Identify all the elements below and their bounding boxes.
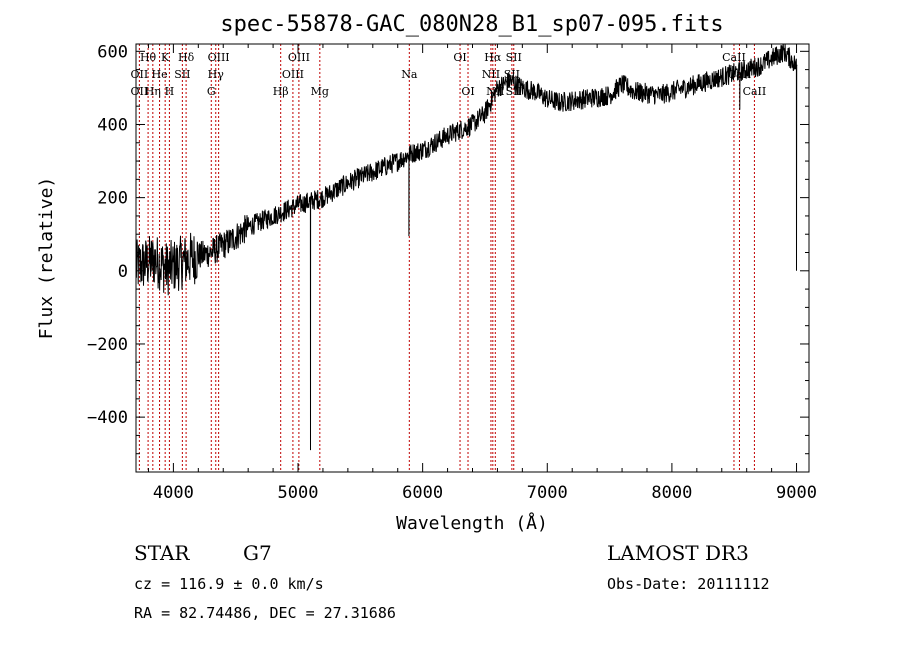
emission-line-label: He xyxy=(152,68,168,81)
emission-line-label: K xyxy=(161,51,170,64)
y-tick-label: −200 xyxy=(87,335,128,355)
x-tick-label: 5000 xyxy=(278,483,319,503)
emission-line-label: Hη xyxy=(145,85,161,98)
emission-line-markers xyxy=(138,44,755,472)
obs-date: Obs-Date: 20111112 xyxy=(607,575,770,593)
coordinates: RA = 82.74486, DEC = 27.31686 xyxy=(134,604,396,622)
emission-line-label: Mg xyxy=(311,85,329,98)
y-tick-label: 400 xyxy=(97,115,128,135)
emission-line-label: NII xyxy=(482,68,500,81)
chart-title: spec-55878-GAC_080N28_B1_sp07-095.fits xyxy=(220,12,723,37)
emission-line-label: OIII xyxy=(288,51,310,64)
x-tick-label: 7000 xyxy=(527,483,568,503)
plot-frame xyxy=(135,43,810,473)
emission-line-label: CaII xyxy=(722,51,746,64)
y-tick-label: 0 xyxy=(118,262,128,282)
emission-line-label: Hδ xyxy=(178,51,195,64)
emission-line-label: Hα xyxy=(484,51,502,64)
emission-line-label: OIII xyxy=(208,51,230,64)
emission-line-label: Hγ xyxy=(208,68,225,81)
redshift-cz: cz = 116.9 ± 0.0 km/s xyxy=(134,575,324,593)
x-tick-label: 4000 xyxy=(153,483,194,503)
object-class: STAR xyxy=(134,541,190,565)
x-tick-label: 9000 xyxy=(776,483,817,503)
object-subclass: G7 xyxy=(243,541,272,565)
x-tick-label: 6000 xyxy=(402,483,443,503)
emission-line-label: H xyxy=(165,85,175,98)
emission-line-label: Hθ xyxy=(140,51,157,64)
emission-line-label: OII xyxy=(131,85,149,98)
y-axis-ticks: −400 −200 0 200 400 600 xyxy=(87,42,809,455)
emission-line-label: SII xyxy=(174,68,190,81)
emission-line-label: OI xyxy=(453,51,466,64)
x-axis-label: Wavelength (Å) xyxy=(396,512,548,534)
y-tick-label: −400 xyxy=(87,408,128,428)
emission-line-label: SII xyxy=(506,51,522,64)
y-axis-label: Flux (relative) xyxy=(36,177,57,340)
emission-line-label: OII xyxy=(131,68,149,81)
emission-line-label: CaII xyxy=(743,85,767,98)
emission-line-label: Hβ xyxy=(273,85,289,98)
survey-name: LAMOST DR3 xyxy=(607,541,749,565)
x-tick-label: 8000 xyxy=(651,483,692,503)
emission-line-label: G xyxy=(207,85,216,98)
x-axis-ticks: 4000 5000 6000 7000 8000 9000 xyxy=(147,44,817,503)
y-tick-label: 200 xyxy=(97,189,128,209)
emission-line-label: OIII xyxy=(282,68,304,81)
spectrum-line xyxy=(135,43,798,451)
emission-line-label: OI xyxy=(461,85,474,98)
emission-line-label: Na xyxy=(401,68,418,81)
y-tick-label: 600 xyxy=(97,42,128,62)
